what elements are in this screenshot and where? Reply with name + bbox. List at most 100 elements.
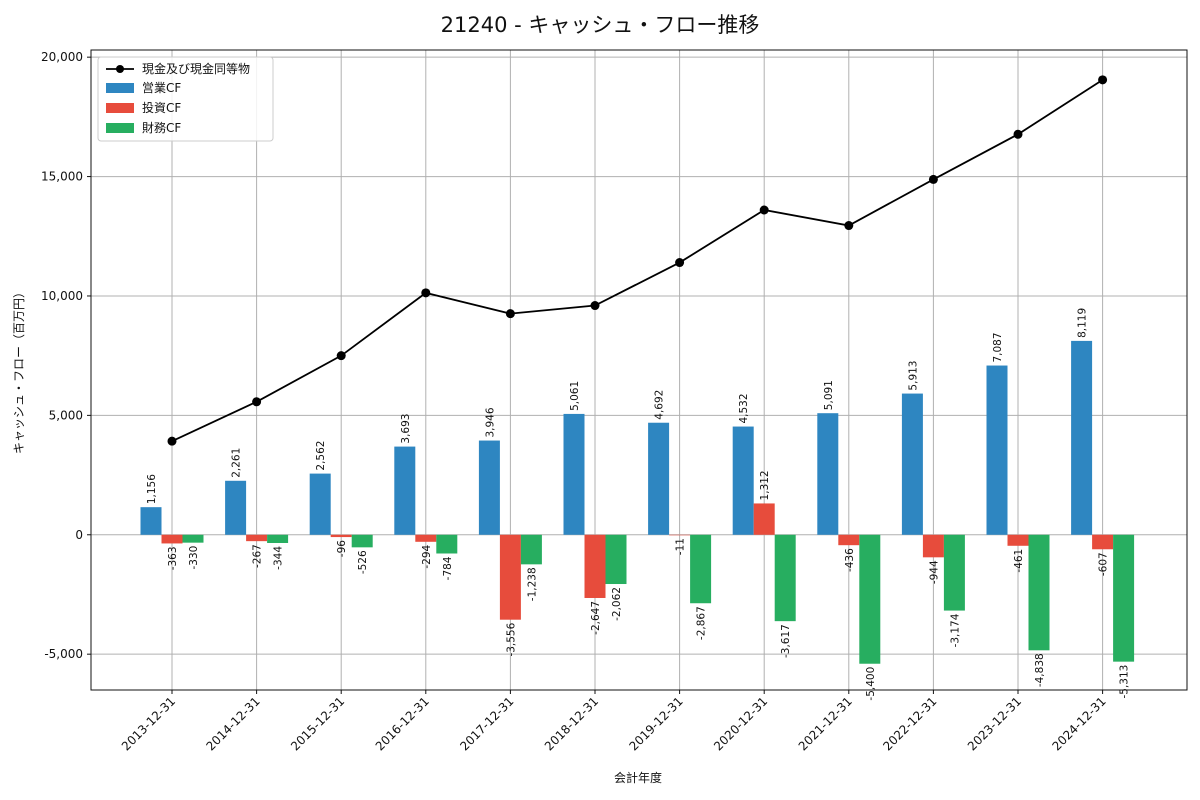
bar-営業CF xyxy=(563,413,585,535)
data-label: -294 xyxy=(421,544,433,568)
x-tick-label: 2016-12-31 xyxy=(373,694,432,753)
y-tick-label: -5,000 xyxy=(44,647,83,661)
data-label: -5,313 xyxy=(1119,665,1131,699)
data-label: -267 xyxy=(252,544,264,568)
bar-財務CF xyxy=(690,534,712,604)
x-tick-label: 2018-12-31 xyxy=(542,694,601,753)
bar-営業CF xyxy=(309,473,331,535)
bar-投資CF xyxy=(161,534,183,544)
x-tick-label: 2022-12-31 xyxy=(880,694,939,753)
cash-point xyxy=(1013,129,1023,139)
bar-営業CF xyxy=(394,446,416,535)
cash-point xyxy=(1098,75,1108,85)
legend-label: 現金及び現金同等物 xyxy=(142,61,250,76)
cash-point xyxy=(675,258,685,268)
bar-財務CF xyxy=(774,534,796,622)
data-label: -461 xyxy=(1013,549,1025,573)
bar-投資CF xyxy=(753,503,775,535)
bar-投資CF xyxy=(584,534,606,598)
y-tick-label: 15,000 xyxy=(41,170,83,184)
cash-point xyxy=(252,397,262,407)
data-label: 5,091 xyxy=(823,380,835,410)
cash-point xyxy=(167,436,177,446)
cash-point xyxy=(759,205,769,215)
bar-営業CF xyxy=(817,413,839,535)
legend-swatch xyxy=(106,83,134,93)
cash-line xyxy=(171,79,1104,442)
bar-投資CF xyxy=(1092,534,1114,550)
bar-投資CF xyxy=(669,534,691,536)
legend-label: 投資CF xyxy=(142,100,181,115)
cash-point xyxy=(590,301,600,311)
data-label: -2,867 xyxy=(696,606,708,640)
bar-財務CF xyxy=(943,534,965,611)
bar-財務CF xyxy=(859,534,881,664)
bar-営業CF xyxy=(1071,340,1093,535)
x-tick-label: 2024-12-31 xyxy=(1050,694,1109,753)
bar-財務CF xyxy=(436,534,458,554)
x-tick-label: 2013-12-31 xyxy=(119,694,178,753)
bar-営業CF xyxy=(901,393,923,535)
data-label: -944 xyxy=(928,560,940,584)
bar-投資CF xyxy=(415,534,437,542)
bar-財務CF xyxy=(605,534,627,585)
data-label: -1,238 xyxy=(526,567,538,601)
label-layer: 1,156 2,261 2,562 3,693 3,946 5,061 4,692 4,532… xyxy=(146,308,1131,701)
data-label: -3,556 xyxy=(505,622,517,656)
legend-swatch xyxy=(106,123,134,133)
y-tick-label: 0 xyxy=(75,528,83,542)
bar-財務CF xyxy=(520,534,542,565)
bar-財務CF xyxy=(1113,534,1135,662)
data-label: 2,261 xyxy=(231,448,243,478)
data-label: 5,061 xyxy=(569,381,581,411)
data-label: 1,156 xyxy=(146,474,158,504)
cash-point xyxy=(505,309,515,319)
data-label: -11 xyxy=(675,538,687,555)
data-label: 3,693 xyxy=(400,414,412,444)
bar-営業CF xyxy=(140,507,162,535)
data-label: -4,838 xyxy=(1034,653,1046,687)
data-label: -96 xyxy=(336,540,348,557)
x-tick-label: 2017-12-31 xyxy=(457,694,516,753)
data-label: -3,617 xyxy=(780,624,792,658)
legend-box xyxy=(97,56,274,142)
legend-label: 営業CF xyxy=(142,81,181,95)
x-tick-label: 2020-12-31 xyxy=(711,694,770,753)
data-label: 5,913 xyxy=(907,361,919,391)
data-label: -3,174 xyxy=(949,613,961,647)
y-tick-label: 10,000 xyxy=(41,289,83,303)
data-label: 8,119 xyxy=(1077,308,1089,338)
y-axis-label: キャッシュ・フロー（百万円） xyxy=(12,286,26,454)
data-label: -784 xyxy=(442,556,454,580)
x-tick-label: 2021-12-31 xyxy=(796,694,855,753)
bar-投資CF xyxy=(922,534,944,558)
y-tick-label: 20,000 xyxy=(41,50,83,64)
grid-layer xyxy=(91,50,1187,690)
x-axis-label: 会計年度 xyxy=(614,770,662,785)
axis-layer: -5,000 0 5,000 10,000 15,000 20,000 2013-12-31… xyxy=(41,49,1188,753)
x-tick-label: 2023-12-31 xyxy=(965,694,1024,753)
data-label: -5,400 xyxy=(865,667,877,701)
bar-財務CF xyxy=(351,534,373,548)
bar-営業CF xyxy=(225,480,247,535)
bar-投資CF xyxy=(330,534,352,538)
data-label: -526 xyxy=(357,550,369,574)
cash-point xyxy=(421,288,431,298)
bar-投資CF xyxy=(246,534,268,542)
cash-point xyxy=(336,351,346,361)
cash-point xyxy=(844,221,854,231)
chart-title: 21240 - キャッシュ・フロー推移 xyxy=(440,13,760,37)
bar-財務CF xyxy=(182,534,204,543)
bar-営業CF xyxy=(478,440,500,535)
x-tick-label: 2015-12-31 xyxy=(288,694,347,753)
legend-label: 財務CF xyxy=(142,120,181,135)
bar-layer xyxy=(140,340,1135,664)
x-tick-label: 2014-12-31 xyxy=(204,694,263,753)
data-label: 2,562 xyxy=(315,441,327,471)
plot-frame xyxy=(90,49,1188,691)
data-label: -2,062 xyxy=(611,587,623,621)
cash-point xyxy=(928,174,938,184)
